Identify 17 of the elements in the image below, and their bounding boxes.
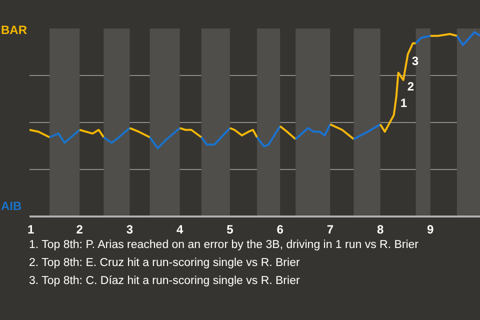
text: AIB (1, 198, 22, 215)
annotation: 3 (412, 54, 419, 68)
annotation: 2 (407, 80, 414, 94)
x-tick-label: 9 (427, 222, 434, 236)
x-tick-label: 2 (76, 222, 84, 236)
x-tick-label: 7 (326, 222, 334, 236)
text: 3. Top 8th: C. Díaz hit a run-scoring single vs R. Brier (29, 274, 301, 289)
text: 2. Top 8th: E. Cruz hit a run-scoring single vs R. Brier (29, 256, 301, 271)
text: 1. Top 8th: P. Arias reached on an error by the 3B, driving in 1 run vs R. Brier (29, 238, 419, 253)
x-tick-label: 6 (276, 222, 284, 236)
x-tick-label: 4 (176, 222, 184, 236)
x-tick-label: 5 (226, 222, 234, 236)
annotation: 1 (400, 96, 408, 110)
x-tick-label: 3 (126, 222, 134, 236)
x-tick-label: 1 (28, 222, 34, 236)
text: BAR (1, 22, 27, 39)
x-tick-label: 8 (376, 222, 384, 236)
